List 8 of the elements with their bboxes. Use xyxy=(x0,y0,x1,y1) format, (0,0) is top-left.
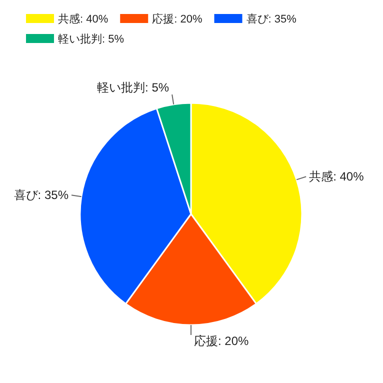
legend-label: 軽い批判: 5% xyxy=(58,32,124,46)
slice-label: 軽い批判: 5% xyxy=(97,80,170,94)
slice-label: 共感: 40% xyxy=(309,170,364,184)
legend-label: 共感: 40% xyxy=(58,12,108,26)
legend-label: 喜び: 35% xyxy=(246,12,297,26)
legend-label: 応援: 20% xyxy=(152,12,202,26)
slice-label: 応援: 20% xyxy=(194,334,250,348)
slice-label: 喜び: 35% xyxy=(14,188,69,202)
